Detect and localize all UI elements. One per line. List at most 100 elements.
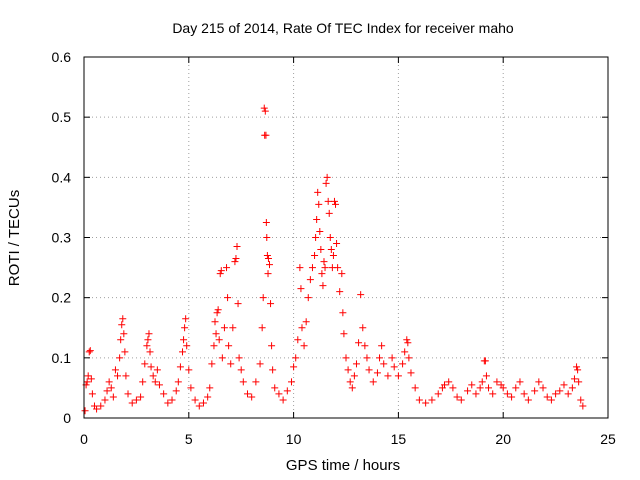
data-point [574,366,582,374]
data-point [344,366,352,374]
data-point [482,372,490,380]
data-point [520,390,528,398]
data-point [217,267,225,275]
data-point [288,378,296,386]
y-tick-label: 0.1 [52,350,72,366]
x-tick-label: 15 [391,431,407,447]
data-point [556,387,564,395]
data-point [378,342,386,350]
data-point [313,215,321,223]
data-point [405,354,413,362]
x-tick-label: 20 [495,431,511,447]
y-tick-label: 0.6 [52,49,72,65]
data-point [359,324,367,332]
data-point [109,393,117,401]
data-point [422,399,430,407]
data-point [339,309,347,317]
data-point [394,372,402,380]
data-point [151,378,159,386]
data-point [336,288,344,296]
data-point [147,363,155,371]
y-tick-label: 0.2 [52,290,72,306]
data-point [227,360,235,368]
data-point [267,300,275,308]
data-point [568,384,576,392]
data-point [216,270,224,278]
data-point [81,407,89,415]
data-point [294,336,302,344]
data-point [319,282,327,290]
data-point [476,384,484,392]
data-point [212,330,220,338]
data-point [132,396,140,404]
data-point [86,347,94,355]
data-point [176,363,184,371]
data-point [317,246,325,254]
data-point [120,330,128,338]
data-point [187,384,195,392]
data-point [485,384,493,392]
data-point [204,393,212,401]
data-point [85,348,93,356]
data-point [330,197,338,205]
data-point [180,336,188,344]
data-point [361,342,369,350]
data-point [535,378,543,386]
data-point [101,396,109,404]
data-point [334,264,342,272]
data-point [441,381,449,389]
data-point [560,381,568,389]
data-point [407,369,415,377]
data-point [185,366,193,374]
data-point [297,285,305,293]
axis-ticks: 0 0.1 0.2 0.3 0.4 0.5 0.6 0 5 10 15 20 25 [52,49,616,447]
data-point [224,294,232,302]
data-point [577,396,585,404]
data-point [318,270,326,278]
data-point [464,387,472,395]
data-point [415,396,423,404]
data-point [564,390,572,398]
data-point [320,258,328,266]
data-point [114,372,122,380]
data-point [160,390,168,398]
data-point [524,396,532,404]
data-point [237,366,245,374]
data-point [260,104,268,112]
data-point [340,330,348,338]
data-point [321,264,329,272]
data-point [128,399,136,407]
data-point [143,342,151,350]
data-point [322,179,330,187]
data-point [338,270,346,278]
data-point [117,336,125,344]
data-point [296,264,304,272]
data-point [315,200,323,208]
y-axis-label: ROTI / TECUs [6,190,23,286]
data-point [218,354,226,362]
data-point [258,324,266,332]
data-point [141,360,149,368]
data-point [262,218,270,226]
data-point [363,354,371,362]
data-point [155,381,163,389]
data-point [87,375,95,383]
data-point [472,390,480,398]
data-point [215,336,223,344]
data-point [380,360,388,368]
data-point [268,342,276,350]
data-point [493,378,501,386]
data-point [107,384,115,392]
data-point [256,360,264,368]
data-point [327,246,335,254]
data-point [390,363,398,371]
data-point [373,369,381,377]
data-point [499,384,507,392]
data-point [352,360,360,368]
data-point [269,366,277,374]
data-point [220,324,228,332]
data-point [252,378,260,386]
y-tick-label: 0.5 [52,109,72,125]
data-point [206,384,214,392]
data-point [279,396,287,404]
